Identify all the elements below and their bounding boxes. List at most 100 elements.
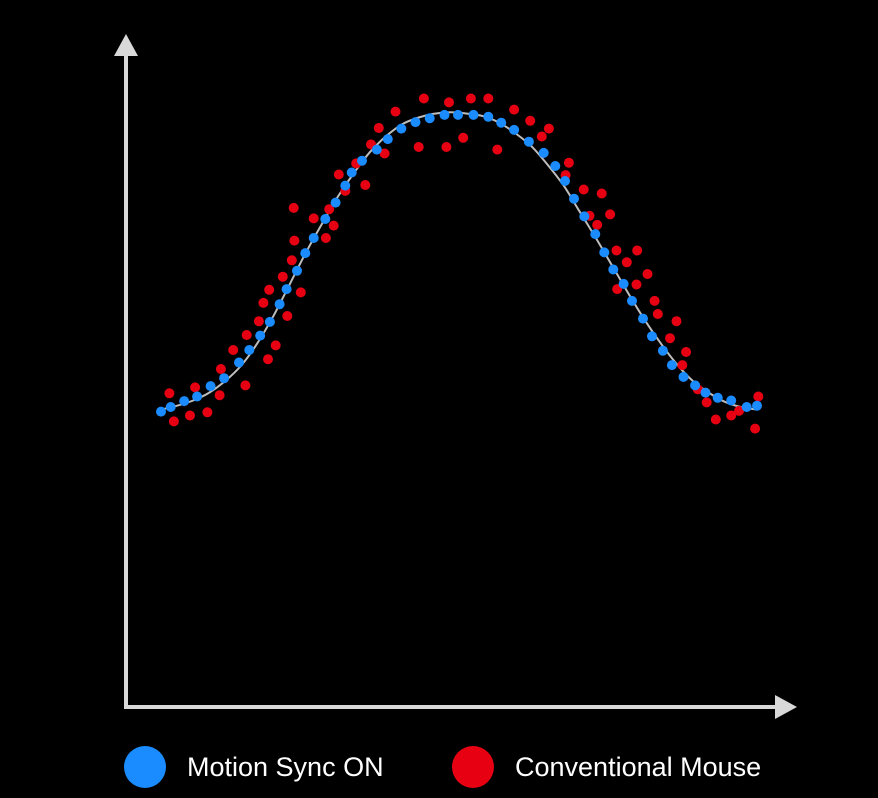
point-motion-sync-on-39 [608, 264, 619, 275]
point-conventional-mouse-62 [677, 360, 688, 371]
point-conventional-mouse-28 [360, 180, 371, 190]
point-motion-sync-on-11 [281, 284, 292, 295]
point-motion-sync-on-3 [192, 391, 203, 402]
point-conventional-mouse-41 [509, 104, 520, 115]
point-conventional-mouse-67 [726, 410, 737, 421]
legend-swatch-conventional-mouse [452, 746, 494, 788]
point-motion-sync-on-45 [666, 360, 677, 371]
point-conventional-mouse-19 [289, 235, 300, 246]
point-motion-sync-on-23 [410, 117, 421, 128]
point-motion-sync-on-34 [560, 176, 570, 186]
point-motion-sync-on-20 [371, 144, 382, 155]
point-motion-sync-on-21 [382, 134, 393, 145]
point-motion-sync-on-37 [590, 229, 601, 240]
point-motion-sync-on-2 [179, 396, 190, 407]
point-conventional-mouse-68 [734, 405, 744, 416]
point-motion-sync-on-31 [523, 136, 534, 147]
point-motion-sync-on-48 [700, 387, 711, 398]
point-conventional-mouse-58 [649, 295, 660, 306]
point-motion-sync-on-16 [330, 197, 341, 208]
point-conventional-mouse-57 [642, 269, 653, 279]
point-conventional-mouse-42 [525, 115, 536, 126]
point-conventional-mouse-66 [710, 414, 721, 425]
point-conventional-mouse-56 [631, 279, 642, 290]
point-conventional-mouse-32 [390, 106, 401, 117]
point-motion-sync-on-7 [244, 345, 255, 355]
axes [114, 34, 797, 719]
point-motion-sync-on-52 [752, 400, 762, 411]
point-conventional-mouse-30 [373, 123, 384, 133]
point-conventional-mouse-3 [190, 382, 201, 393]
x-axis-arrow-icon [775, 695, 797, 719]
point-motion-sync-on-1 [165, 402, 176, 412]
series-layer [156, 93, 764, 434]
point-conventional-mouse-63 [681, 347, 692, 357]
series-motion-sync-on [156, 109, 762, 417]
point-conventional-mouse-22 [320, 233, 331, 243]
point-conventional-mouse-24 [328, 220, 339, 231]
point-conventional-mouse-2 [185, 410, 195, 421]
point-conventional-mouse-35 [441, 142, 452, 152]
point-conventional-mouse-33 [413, 142, 424, 152]
point-motion-sync-on-17 [340, 180, 351, 191]
point-motion-sync-on-33 [550, 161, 561, 171]
point-conventional-mouse-16 [282, 311, 293, 321]
point-conventional-mouse-65 [701, 397, 712, 408]
series-conventional-mouse [164, 93, 764, 434]
point-conventional-mouse-25 [333, 169, 344, 180]
point-conventional-mouse-38 [465, 93, 476, 104]
point-conventional-mouse-46 [563, 157, 574, 168]
point-motion-sync-on-8 [255, 330, 266, 341]
point-motion-sync-on-15 [320, 214, 331, 224]
point-conventional-mouse-51 [605, 209, 616, 220]
point-motion-sync-on-29 [496, 117, 507, 128]
point-motion-sync-on-27 [468, 109, 479, 120]
point-conventional-mouse-70 [753, 391, 764, 402]
point-conventional-mouse-23 [324, 204, 335, 215]
point-motion-sync-on-42 [638, 313, 648, 324]
point-motion-sync-on-10 [274, 299, 285, 310]
point-conventional-mouse-44 [543, 123, 554, 134]
point-motion-sync-on-46 [678, 371, 689, 382]
point-conventional-mouse-20 [295, 287, 306, 298]
point-motion-sync-on-5 [219, 373, 230, 384]
point-conventional-mouse-47 [578, 184, 589, 195]
point-conventional-mouse-69 [750, 423, 761, 434]
point-conventional-mouse-13 [264, 284, 275, 295]
point-conventional-mouse-0 [164, 388, 175, 399]
point-motion-sync-on-24 [424, 113, 435, 124]
point-conventional-mouse-9 [241, 330, 252, 340]
point-conventional-mouse-18 [288, 202, 299, 213]
point-motion-sync-on-4 [205, 381, 216, 392]
point-motion-sync-on-6 [234, 357, 244, 368]
point-motion-sync-on-13 [300, 248, 311, 259]
point-conventional-mouse-40 [492, 144, 503, 155]
legend-label-conventional-mouse: Conventional Mouse [515, 752, 761, 782]
point-motion-sync-on-9 [264, 316, 275, 327]
point-conventional-mouse-11 [258, 297, 269, 308]
legend-item-conventional-mouse: Conventional Mouse [452, 746, 761, 788]
point-motion-sync-on-12 [292, 265, 302, 276]
point-conventional-mouse-53 [611, 245, 622, 256]
point-conventional-mouse-17 [286, 255, 297, 266]
point-conventional-mouse-14 [270, 340, 281, 351]
point-conventional-mouse-37 [458, 132, 469, 143]
point-conventional-mouse-61 [671, 316, 682, 327]
point-motion-sync-on-35 [569, 193, 579, 204]
point-conventional-mouse-6 [214, 390, 225, 401]
point-motion-sync-on-36 [579, 211, 590, 222]
y-axis-arrow-icon [114, 34, 138, 56]
point-conventional-mouse-49 [592, 219, 603, 230]
point-motion-sync-on-22 [396, 123, 407, 134]
point-motion-sync-on-41 [627, 295, 637, 306]
point-conventional-mouse-54 [621, 257, 632, 268]
point-motion-sync-on-0 [156, 406, 166, 417]
point-conventional-mouse-36 [444, 97, 454, 108]
point-motion-sync-on-47 [690, 380, 701, 391]
point-motion-sync-on-28 [483, 111, 494, 122]
point-conventional-mouse-15 [277, 271, 288, 282]
point-conventional-mouse-4 [202, 407, 213, 418]
point-motion-sync-on-26 [453, 109, 463, 120]
point-conventional-mouse-39 [483, 93, 494, 104]
